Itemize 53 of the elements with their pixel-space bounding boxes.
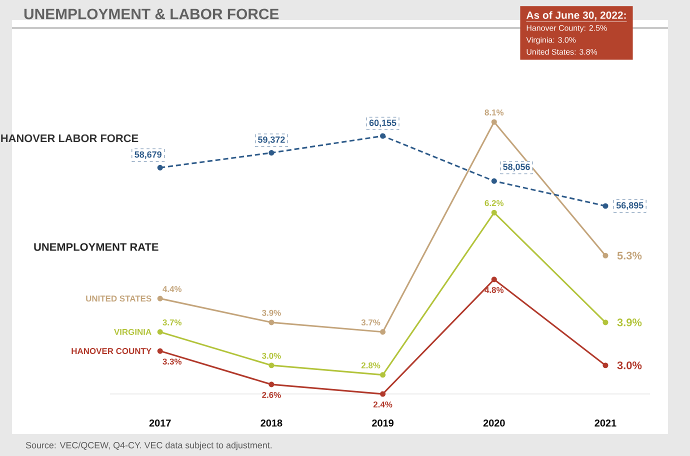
data-label: 58,679 [134, 151, 162, 159]
data-label: 2.6% [262, 392, 281, 398]
data-label: 58,056 [503, 164, 530, 172]
point [491, 178, 497, 184]
series-label: HANOVER COUNTY [72, 348, 152, 354]
data-label: 60,155 [369, 120, 396, 128]
data-label: 3.9% [262, 310, 281, 316]
point [380, 391, 386, 397]
x-tick-label: 2017 [149, 420, 171, 427]
point [380, 329, 386, 335]
point [268, 382, 274, 388]
x-tick-label: 2018 [260, 420, 282, 427]
x-tick-label: 2020 [483, 420, 505, 427]
point [157, 296, 163, 302]
text: As of June 30, 2022: [526, 11, 626, 20]
data-label: 3.3% [162, 358, 182, 365]
data-label: 5.3% [617, 252, 642, 260]
data-label: 3.7% [162, 319, 182, 326]
point [491, 119, 497, 125]
data-label: 4.4% [162, 286, 182, 292]
point [602, 252, 608, 258]
series-label: VIRGINIA [114, 328, 152, 335]
series-label: UNITED STATES [86, 296, 152, 302]
point [602, 203, 608, 209]
text: HANOVER LABOR FORCE [1, 134, 138, 142]
x-tick-label: 2021 [594, 420, 616, 427]
data-label: 6.2% [484, 200, 504, 206]
data-label: 3.7% [361, 319, 380, 326]
source-note: Source: VEC/QCEW, Q4-CY. VEC data subject to adjustment. [26, 442, 272, 450]
data-label: 8.1% [484, 109, 504, 116]
point [491, 210, 497, 216]
point [268, 150, 274, 156]
data-label: 2.8% [361, 362, 380, 368]
data-label: 3.0% [617, 361, 642, 370]
chart-title: UNEMPLOYMENT & LABOR FORCE [24, 8, 279, 20]
point [157, 164, 163, 170]
data-label: 3.0% [262, 352, 281, 359]
point [157, 348, 163, 354]
point [491, 276, 497, 282]
point [602, 362, 608, 368]
data-label: 56,895 [616, 202, 644, 210]
data-label: 3.9% [617, 318, 642, 326]
data-label: 2.4% [373, 402, 392, 408]
point [268, 362, 274, 368]
point [268, 320, 274, 326]
data-label: 59,372 [258, 136, 285, 144]
point [157, 329, 163, 335]
annotation: UNEMPLOYMENT RATE [34, 243, 158, 251]
point [602, 320, 608, 326]
data-label: 4.8% [484, 286, 504, 293]
point [380, 372, 386, 378]
point [380, 133, 386, 139]
x-tick-label: 2019 [372, 420, 394, 427]
